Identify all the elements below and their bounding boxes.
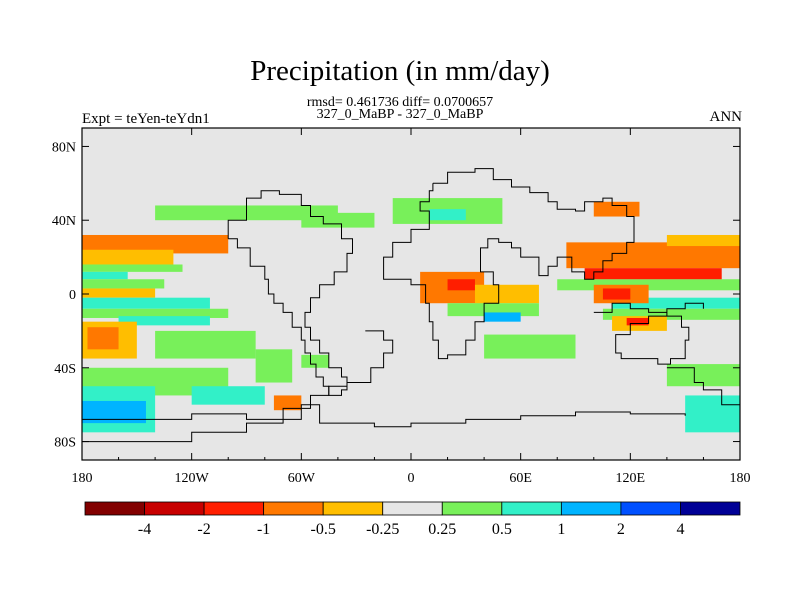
y-tick-label: 40S <box>54 362 76 377</box>
coastline <box>383 168 635 360</box>
coastline <box>82 330 394 443</box>
precip-anomaly-region <box>82 279 165 289</box>
precip-anomaly-region <box>82 288 156 298</box>
precip-anomaly-region <box>447 279 475 291</box>
season-label: ANN <box>709 109 743 125</box>
precip-anomaly-region <box>484 312 521 322</box>
x-tick-label: 120W <box>175 471 210 486</box>
y-tick-label: 0 <box>69 288 76 303</box>
precip-anomaly-region <box>593 201 640 217</box>
coastline <box>593 302 704 365</box>
precip-anomaly-region <box>191 386 265 405</box>
precip-anomaly-region <box>301 354 329 368</box>
precip-anomaly-region <box>273 395 302 411</box>
y-tick-label: 40N <box>52 214 76 229</box>
precip-anomaly-region <box>87 327 119 350</box>
coastline <box>666 367 740 416</box>
y-tick-label: 80S <box>54 436 76 451</box>
precip-anomaly-region <box>301 212 375 228</box>
precip-anomaly-region <box>666 364 740 387</box>
precip-anomaly-region <box>474 284 539 304</box>
precip-anomaly-region <box>429 209 466 221</box>
precip-anomaly-region <box>82 234 229 254</box>
precip-anomaly-region <box>82 264 183 272</box>
x-tick-label: 180 <box>72 471 93 486</box>
precip-anomaly-region <box>666 234 740 247</box>
chart-title: Precipitation (in mm/day) <box>250 55 550 87</box>
chart-subtitle: 327_0_MaBP - 327_0_MaBP <box>316 107 484 122</box>
precip-anomaly-region <box>255 349 293 383</box>
coastline <box>82 404 686 428</box>
x-tick-label: 180 <box>730 471 751 486</box>
coastline <box>227 190 353 396</box>
precip-anomaly-region <box>612 297 740 309</box>
precip-anomaly-region <box>626 317 649 326</box>
precip-anomaly-region <box>82 297 210 309</box>
precip-anomaly-region <box>82 400 146 424</box>
x-tick-label: 60W <box>288 471 316 486</box>
precip-anomaly-region <box>82 249 174 265</box>
precip-anomaly-region <box>685 395 740 433</box>
precip-anomaly-region <box>82 308 229 318</box>
experiment-label: Expt = teYen-teYdn1 <box>82 111 210 127</box>
precip-anomaly-region <box>82 271 128 280</box>
x-tick-label: 0 <box>408 471 415 486</box>
x-tick-label: 60E <box>509 471 532 486</box>
precip-anomaly-region <box>118 316 210 326</box>
precip-anomaly-region <box>602 308 740 320</box>
precip-anomaly-region <box>155 330 256 359</box>
precip-anomaly-region <box>484 334 576 359</box>
y-tick-label: 80N <box>52 140 76 155</box>
stats-line: rmsd= 0.461736 diff= 0.0700657 <box>306 95 494 110</box>
precip-anomaly-region <box>584 268 722 280</box>
precip-anomaly-region <box>602 288 631 300</box>
precip-anomaly-region <box>566 242 740 269</box>
x-tick-label: 120E <box>616 471 646 486</box>
